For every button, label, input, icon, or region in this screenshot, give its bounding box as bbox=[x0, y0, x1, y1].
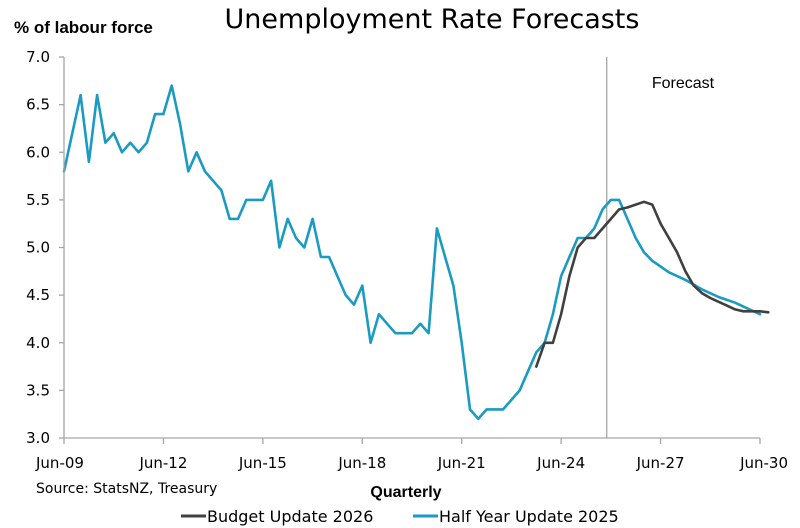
series-line-budget-update-2026 bbox=[534, 200, 770, 368]
y-axis-label: % of labour force bbox=[14, 18, 153, 37]
y-tick-label: 6.5 bbox=[26, 96, 50, 114]
series-line-half-year-update-2025 bbox=[62, 84, 762, 421]
legend-label: Budget Update 2026 bbox=[207, 507, 373, 526]
x-tick-label: Jun-21 bbox=[437, 454, 486, 472]
y-tick-label: 4.5 bbox=[26, 286, 50, 304]
y-tick-label: 7.0 bbox=[26, 48, 50, 66]
legend-label: Half Year Update 2025 bbox=[439, 507, 619, 526]
series-lines bbox=[62, 84, 770, 421]
y-tick-label: 6.0 bbox=[26, 143, 50, 161]
x-tick-label: Jun-24 bbox=[536, 454, 585, 472]
x-tick-label: Jun-27 bbox=[636, 454, 685, 472]
legend-half-year-update-2025: Half Year Update 2025 bbox=[413, 507, 619, 526]
y-tick-label: 5.0 bbox=[26, 239, 50, 257]
y-tick-label: 3.0 bbox=[26, 429, 50, 447]
y-tick-label: 4.0 bbox=[26, 334, 50, 352]
legend: Budget Update 2026 Half Year Update 2025 bbox=[181, 507, 619, 526]
axes: 3.0 3.5 4.0 4.5 5.0 5.5 6.0 6.5 7.0 Jun-09 Jun-12 J… bbox=[26, 48, 788, 472]
x-tick-label: Jun-15 bbox=[238, 454, 287, 472]
y-tick-label: 3.5 bbox=[26, 381, 50, 399]
chart-title: Unemployment Rate Forecasts bbox=[225, 4, 640, 35]
x-tick-label: Jun-30 bbox=[739, 454, 788, 472]
x-tick-label: Jun-12 bbox=[138, 454, 187, 472]
forecast-annotation: Forecast bbox=[652, 75, 715, 92]
x-tick-label: Jun-09 bbox=[35, 454, 84, 472]
legend-budget-update-2026: Budget Update 2026 bbox=[181, 507, 373, 526]
y-tick-label: 5.5 bbox=[26, 191, 50, 209]
source-note: Source: StatsNZ, Treasury bbox=[36, 481, 217, 497]
x-tick-label: Jun-18 bbox=[337, 454, 386, 472]
x-axis-label: Quarterly bbox=[370, 484, 441, 501]
